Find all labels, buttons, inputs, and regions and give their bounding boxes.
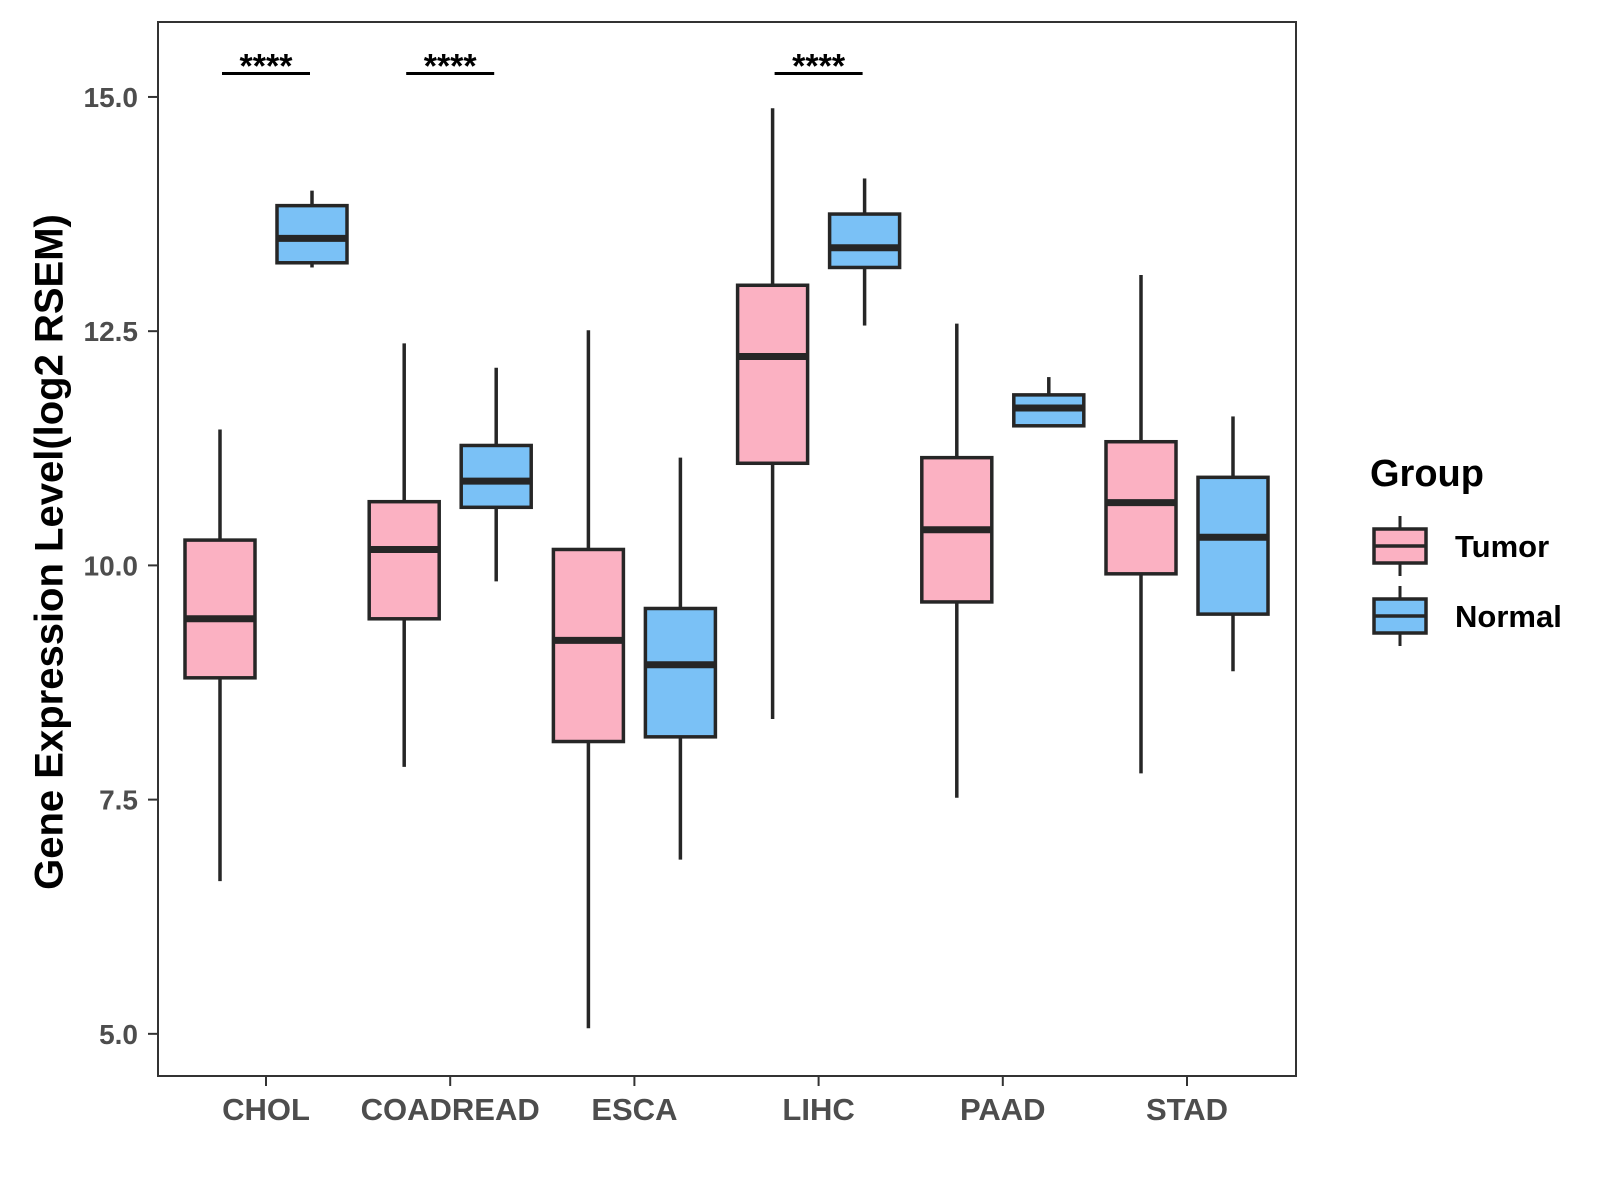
significance-annotations: **** **** **** bbox=[222, 48, 863, 86]
box-tumor-stad bbox=[1104, 274, 1178, 774]
box-body bbox=[1104, 439, 1178, 576]
box-body bbox=[1196, 475, 1270, 616]
y-tick-label: 7.5 bbox=[99, 785, 138, 816]
x-tick-label-coadread: COADREAD bbox=[361, 1092, 540, 1127]
y-tick-label: 15.0 bbox=[84, 82, 139, 113]
box-body bbox=[551, 547, 626, 744]
x-tick-label-stad: STAD bbox=[1146, 1092, 1228, 1127]
legend-label-tumor: Tumor bbox=[1455, 529, 1549, 564]
significance-label: **** bbox=[424, 48, 478, 86]
box-normal-esca bbox=[643, 457, 718, 860]
x-tick-label-paad: PAAD bbox=[960, 1092, 1046, 1127]
box-tumor-coadread bbox=[367, 343, 441, 767]
box-tumor-esca bbox=[551, 330, 626, 1029]
box-body bbox=[275, 203, 349, 265]
box-body bbox=[735, 283, 810, 466]
y-axis-title: Gene Expression Level(log2 RSEM) bbox=[28, 214, 72, 890]
significance-label: **** bbox=[240, 48, 294, 86]
y-tick-label: 5.0 bbox=[99, 1019, 138, 1050]
x-tick-label-lihc: LIHC bbox=[782, 1092, 854, 1127]
box-body bbox=[183, 538, 257, 680]
significance-label: **** bbox=[792, 48, 846, 86]
x-tick-label-chol: CHOL bbox=[222, 1092, 310, 1127]
box-normal-stad bbox=[1196, 416, 1270, 672]
box-body bbox=[643, 606, 718, 739]
x-axis: CHOL COADREAD ESCA LIHC PAAD STAD bbox=[222, 1076, 1228, 1127]
y-axis: 5.0 7.5 10.0 12.5 15.0 bbox=[84, 82, 158, 1050]
box-tumor-paad bbox=[920, 323, 994, 798]
box-normal-paad bbox=[1012, 377, 1086, 428]
box-normal-lihc bbox=[827, 178, 902, 326]
y-tick-label: 12.5 bbox=[84, 316, 139, 347]
box-tumor-chol bbox=[183, 429, 257, 882]
box-tumor-lihc bbox=[735, 108, 810, 720]
box-normal-coadread bbox=[459, 367, 533, 582]
legend-title: Group bbox=[1370, 453, 1484, 495]
y-tick-label: 10.0 bbox=[84, 550, 139, 581]
x-tick-label-esca: ESCA bbox=[591, 1092, 677, 1127]
plot-area bbox=[183, 108, 1270, 1029]
panel-border bbox=[157, 21, 1297, 1077]
legend-label-normal: Normal bbox=[1455, 599, 1562, 634]
box-body bbox=[827, 212, 902, 270]
legend: Group Tumor Normal bbox=[1370, 453, 1562, 646]
legend-key-tumor bbox=[1372, 516, 1428, 576]
box-body bbox=[367, 499, 441, 621]
legend-key-normal bbox=[1372, 586, 1428, 646]
box-normal-chol bbox=[275, 190, 349, 268]
box-body bbox=[459, 443, 533, 510]
